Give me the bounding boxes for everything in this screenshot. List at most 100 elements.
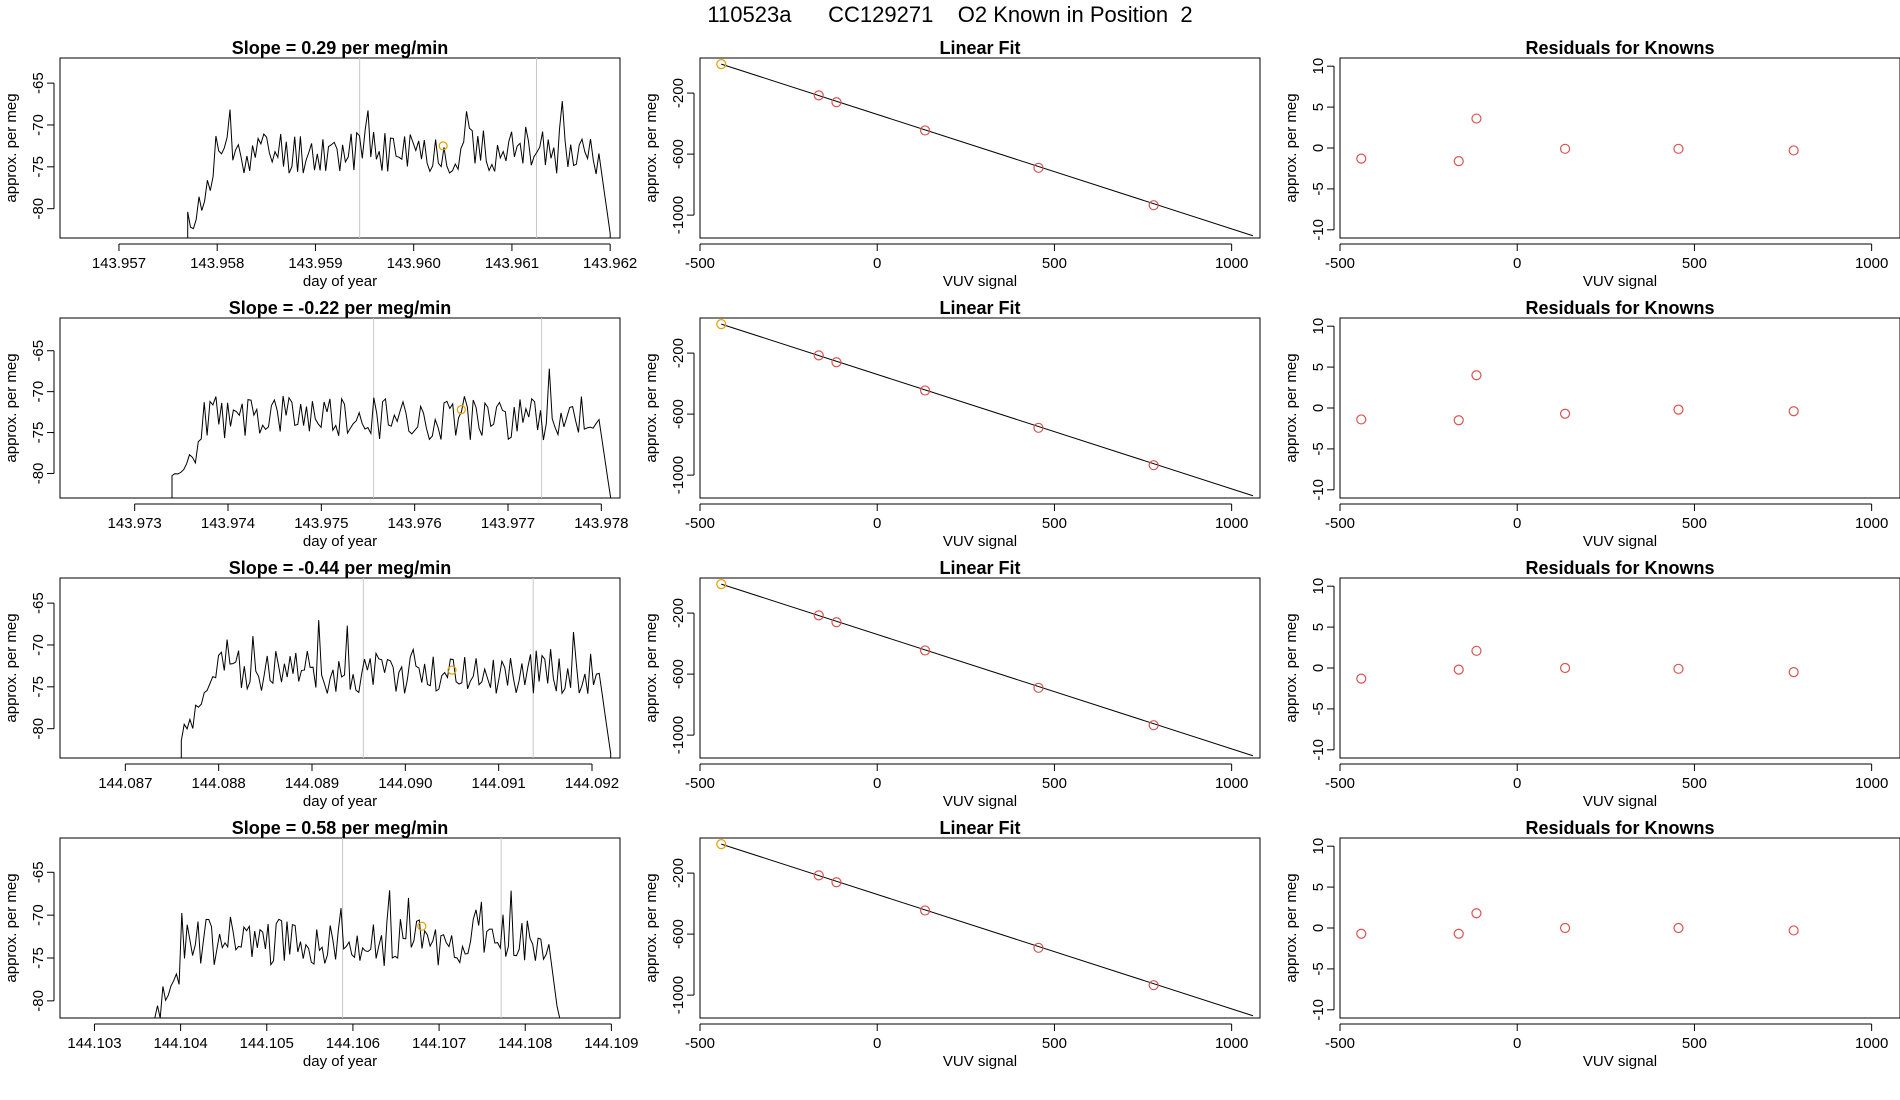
x-axis-label: VUV signal [943,533,1017,550]
x-tick-label: 500 [1682,515,1707,532]
data-trace [187,101,611,238]
panel-title: Linear Fit [939,38,1020,58]
panel-2-1: Linear Fit -500 0 500 1000 VUV signal -1000 -60… [643,558,1261,810]
y-tick-label: -1000 [670,716,687,754]
x-tick-label: 500 [1682,1035,1707,1052]
plot-frame [699,577,1261,759]
x-tick-label: -500 [1325,515,1355,532]
x-tick-label: 500 [1682,775,1707,792]
y-tick-label: -600 [670,139,687,169]
x-tick-label: 500 [1042,255,1067,272]
y-axis-label: approx. per meg [1283,613,1300,722]
panel-title: Residuals for Knowns [1525,558,1714,578]
residual-point [1559,662,1571,674]
fit-point [813,350,824,361]
panel-3-1: Linear Fit -500 0 500 1000 VUV signal -1000 -60… [643,818,1261,1070]
residual-point [1559,922,1571,934]
y-axis-label: approx. per meg [643,353,660,462]
fit-point [1033,422,1044,433]
residual-point [1673,404,1684,415]
residual-point [1673,922,1684,934]
y-tick-label: -5 [1310,442,1327,455]
x-tick-label: 1000 [1215,515,1248,532]
fit-point [1148,200,1159,211]
y-tick-label: -600 [670,919,687,949]
fit-point [919,905,931,916]
panel-title: Slope = 0.29 per meg/min [232,38,449,58]
y-tick-label: -75 [30,676,47,698]
fit-point [813,870,824,881]
y-axis-label: approx. per meg [643,873,660,982]
y-tick-label: 5 [1310,883,1327,891]
y-axis-label: approx. per meg [3,873,20,982]
fit-point [1148,720,1159,731]
y-axis-label: approx. per meg [643,613,660,722]
x-tick-label: 144.092 [565,775,619,792]
x-tick-label: 143.961 [485,255,539,272]
x-tick-label: 1000 [1855,515,1888,532]
residual-point [1356,153,1367,164]
residual-point [1453,928,1464,939]
plot-frame [59,317,621,499]
fit-point [831,97,842,108]
residual-point [1788,145,1799,156]
y-tick-label: -70 [30,634,47,656]
x-tick-label: 0 [1513,1035,1521,1052]
fit-line [721,63,1254,237]
x-tick-label: 1000 [1855,1035,1888,1052]
fit-point [831,357,842,368]
x-tick-label: 144.108 [498,1035,552,1052]
x-tick-label: 1000 [1215,775,1248,792]
fit-point [831,617,842,628]
fit-line [721,843,1254,1017]
residual-point [1356,673,1367,684]
x-tick-label: -500 [1325,255,1355,272]
y-tick-label: -10 [1310,219,1327,241]
fit-point [716,59,727,70]
plot-frame [59,577,621,759]
panel-title: Residuals for Knowns [1525,818,1714,838]
fit-point [716,579,727,590]
plot-frame [699,317,1261,499]
x-tick-label: -500 [1325,1035,1355,1052]
x-tick-label: -500 [1325,775,1355,792]
residual-point [1788,666,1799,678]
y-tick-label: 5 [1310,363,1327,371]
panel-title: Linear Fit [939,298,1020,318]
residual-point [1453,664,1464,675]
fit-line [721,583,1254,757]
panel-2-0: Slope = -0.44 per meg/min 144.087 144.088 1… [3,558,621,810]
y-tick-label: -1000 [670,196,687,234]
data-trace [180,620,612,758]
y-tick-label: 10 [1310,838,1327,855]
y-tick-label: -5 [1310,702,1327,715]
x-tick-label: 143.973 [108,515,162,532]
x-axis-label: VUV signal [943,793,1017,810]
residual-point [1471,370,1482,381]
panel-3-0: Slope = 0.58 per meg/min 144.103 144.104 14… [3,818,639,1070]
y-tick-label: -80 [30,718,47,740]
fit-point [1033,942,1044,953]
y-tick-label: 10 [1310,578,1327,595]
x-tick-label: -500 [685,1035,715,1052]
fit-point [1148,980,1159,991]
y-axis-label: approx. per meg [1283,353,1300,462]
y-tick-label: 0 [1310,924,1327,932]
data-trace [154,890,561,1019]
x-tick-label: 144.109 [584,1035,638,1052]
x-tick-label: 1000 [1215,1035,1248,1052]
x-tick-label: 0 [1513,775,1521,792]
y-tick-label: -65 [30,861,47,883]
y-tick-label: -70 [30,114,47,136]
residual-point [1471,908,1482,919]
y-axis-label: approx. per meg [643,93,660,202]
residual-point [1788,406,1799,417]
panel-1-2: Residuals for Knowns -500 0 500 1000 VUV sign… [1283,298,1900,550]
y-tick-label: -75 [30,947,47,969]
x-tick-label: 0 [1513,255,1521,272]
y-tick-label: -1000 [670,456,687,494]
residual-point [1559,408,1571,419]
x-tick-label: 143.959 [288,255,342,272]
x-tick-label: -500 [685,515,715,532]
fit-point [813,90,824,101]
